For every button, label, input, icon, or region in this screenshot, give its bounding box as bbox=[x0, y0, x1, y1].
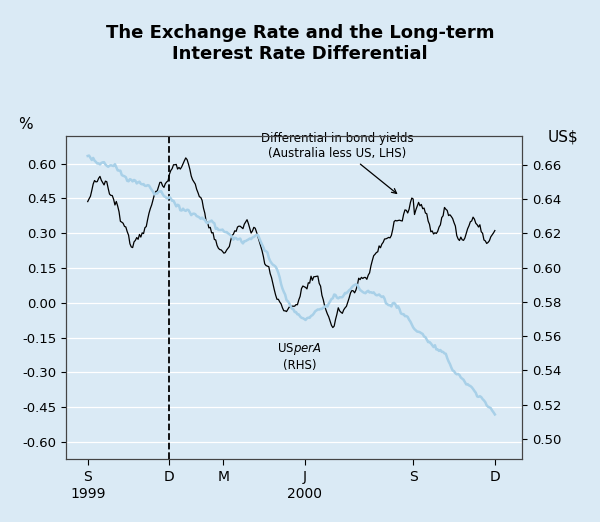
Text: 2000: 2000 bbox=[287, 487, 322, 501]
Text: 1999: 1999 bbox=[70, 487, 106, 501]
Y-axis label: %: % bbox=[17, 117, 32, 133]
Text: US$ per A$
(RHS): US$ per A$ (RHS) bbox=[277, 341, 322, 372]
Text: Differential in bond yields
(Australia less US, LHS): Differential in bond yields (Australia l… bbox=[261, 132, 414, 194]
Text: The Exchange Rate and the Long-term
Interest Rate Differential: The Exchange Rate and the Long-term Inte… bbox=[106, 24, 494, 63]
Y-axis label: US$: US$ bbox=[548, 129, 578, 144]
